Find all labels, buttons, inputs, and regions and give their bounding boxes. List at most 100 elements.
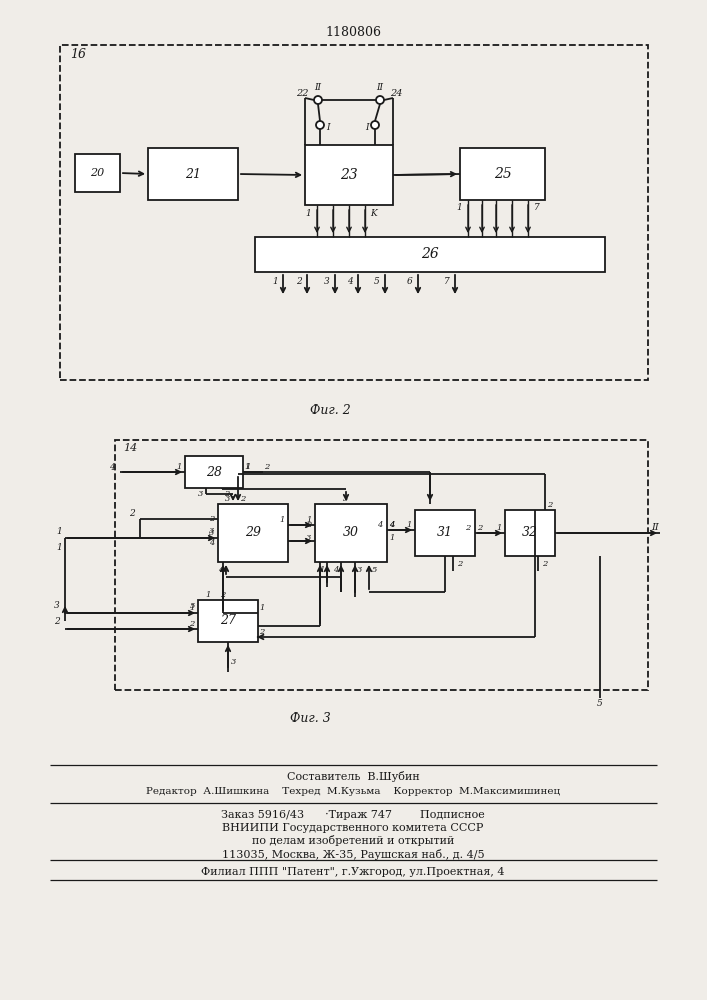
Text: Фиг. 3: Фиг. 3 — [290, 712, 330, 724]
Text: 1: 1 — [245, 463, 251, 471]
Text: 1: 1 — [279, 516, 285, 524]
Text: ВНИИПИ Государственного комитета СССР: ВНИИПИ Государственного комитета СССР — [222, 823, 484, 833]
Text: II: II — [651, 522, 659, 532]
Text: 28: 28 — [206, 466, 222, 479]
Text: 7: 7 — [534, 204, 540, 213]
Circle shape — [314, 96, 322, 104]
Text: 2: 2 — [54, 617, 60, 626]
Text: І: І — [366, 122, 369, 131]
Text: 2: 2 — [224, 490, 230, 498]
Text: 1: 1 — [306, 516, 312, 524]
Text: 2: 2 — [542, 560, 548, 568]
Text: 3: 3 — [306, 534, 312, 542]
Text: Редактор  А.Шишкина    Техред  М.Кузьма    Корректор  М.Максимишинец: Редактор А.Шишкина Техред М.Кузьма Корре… — [146, 786, 560, 796]
Text: 4: 4 — [218, 566, 223, 574]
Text: 4: 4 — [390, 521, 395, 529]
Text: 5: 5 — [371, 566, 377, 574]
Text: ІІ: ІІ — [377, 84, 383, 93]
Bar — [305, 145, 393, 205]
Text: 2: 2 — [477, 524, 483, 532]
Text: 1: 1 — [496, 524, 502, 532]
Text: Заказ 5916/43      ·Тираж 747        Подписное: Заказ 5916/43 ·Тираж 747 Подписное — [221, 810, 485, 820]
Text: 4: 4 — [333, 566, 339, 574]
Text: 1180806: 1180806 — [325, 25, 381, 38]
Text: 1: 1 — [390, 534, 395, 542]
Bar — [255, 237, 605, 272]
Text: 1: 1 — [259, 604, 264, 612]
Text: 3: 3 — [226, 495, 230, 503]
Text: 22: 22 — [296, 90, 308, 99]
Text: 2: 2 — [306, 521, 312, 529]
Text: 2: 2 — [547, 501, 553, 509]
Text: 32: 32 — [522, 526, 538, 540]
Text: 3: 3 — [209, 529, 215, 537]
Text: 3: 3 — [344, 495, 349, 503]
Text: 3: 3 — [231, 658, 237, 666]
Text: 24: 24 — [390, 90, 402, 99]
Text: ІІ: ІІ — [315, 84, 322, 93]
Text: 1: 1 — [176, 463, 182, 471]
Text: 25: 25 — [493, 167, 511, 181]
Text: 3: 3 — [54, 601, 60, 610]
Text: 2: 2 — [264, 463, 269, 471]
Bar — [460, 148, 545, 200]
Text: 21: 21 — [185, 167, 201, 180]
Bar — [505, 510, 555, 556]
Text: 16: 16 — [70, 48, 86, 62]
Text: 4: 4 — [347, 277, 353, 286]
Text: 4: 4 — [209, 539, 215, 547]
Circle shape — [316, 121, 324, 129]
Bar — [415, 510, 475, 556]
Bar — [115, 440, 648, 690]
Text: 5: 5 — [597, 700, 603, 708]
Text: 5: 5 — [374, 277, 380, 286]
Text: I: I — [326, 122, 329, 131]
Text: 6: 6 — [407, 277, 413, 286]
Text: 3: 3 — [324, 277, 330, 286]
Text: 2: 2 — [240, 495, 246, 503]
Text: 113035, Москва, Ж-35, Раушская наб., д. 4/5: 113035, Москва, Ж-35, Раушская наб., д. … — [222, 848, 484, 859]
Bar — [60, 45, 648, 380]
Text: 4: 4 — [378, 521, 382, 529]
Text: Составитель  В.Шубин: Составитель В.Шубин — [286, 770, 419, 782]
Text: 20: 20 — [90, 168, 105, 178]
Text: 1: 1 — [320, 566, 325, 574]
Bar — [315, 504, 387, 562]
Text: 23: 23 — [340, 168, 358, 182]
Bar — [218, 504, 288, 562]
Circle shape — [376, 96, 384, 104]
Text: K: K — [370, 209, 378, 218]
Text: 3: 3 — [209, 527, 215, 535]
Text: 26: 26 — [421, 247, 439, 261]
Text: 2: 2 — [209, 515, 215, 523]
Text: 3: 3 — [198, 490, 204, 498]
Text: 27: 27 — [220, 614, 236, 628]
Text: 31: 31 — [437, 526, 453, 540]
Text: 2: 2 — [465, 524, 471, 532]
Bar — [198, 600, 258, 642]
Bar — [148, 148, 238, 200]
Text: 2: 2 — [457, 560, 462, 568]
Text: 3: 3 — [357, 566, 363, 574]
Text: по делам изобретений и открытий: по делам изобретений и открытий — [252, 836, 454, 846]
Text: 7: 7 — [444, 277, 450, 286]
Text: 1: 1 — [456, 204, 462, 213]
Circle shape — [371, 121, 379, 129]
Text: 1: 1 — [57, 544, 62, 552]
Text: 1: 1 — [245, 463, 250, 471]
Text: 1: 1 — [272, 277, 278, 286]
Text: 1: 1 — [57, 528, 62, 536]
Bar — [75, 154, 120, 192]
Text: 1: 1 — [205, 591, 211, 599]
Text: 30: 30 — [343, 526, 359, 540]
Text: 5: 5 — [189, 602, 194, 610]
Text: 2: 2 — [221, 591, 226, 599]
Text: 4: 4 — [109, 462, 115, 472]
Text: 14: 14 — [123, 443, 137, 453]
Text: 1: 1 — [407, 521, 411, 529]
Text: 29: 29 — [245, 526, 261, 540]
Text: 4: 4 — [390, 521, 395, 529]
Bar — [185, 456, 243, 488]
Text: 1: 1 — [305, 209, 311, 218]
Text: 2: 2 — [189, 620, 194, 628]
